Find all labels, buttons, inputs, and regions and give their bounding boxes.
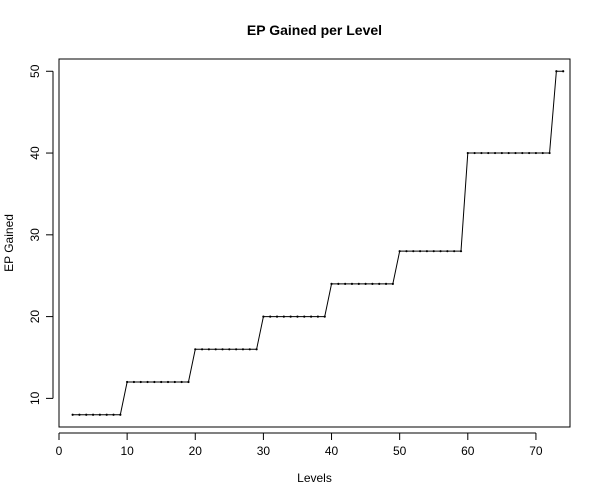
data-point xyxy=(330,282,333,285)
data-point xyxy=(160,380,163,384)
data-point xyxy=(180,380,183,384)
data-point xyxy=(493,151,497,155)
y-tick-label: 50 xyxy=(28,64,42,78)
data-point xyxy=(398,250,401,253)
data-point xyxy=(412,250,415,253)
y-axis: 10 20 30 40 50 xyxy=(28,64,54,405)
data-point xyxy=(446,250,449,253)
data-point xyxy=(507,151,510,155)
data-point xyxy=(548,151,551,155)
x-tick-label: 0 xyxy=(56,444,63,458)
data-point xyxy=(371,282,374,285)
data-point xyxy=(214,348,217,351)
data-point xyxy=(344,282,347,285)
data-point xyxy=(378,282,381,285)
data-point xyxy=(350,282,354,285)
data-point xyxy=(425,250,429,253)
plot-area-frame xyxy=(58,58,571,428)
data-point xyxy=(289,315,292,318)
data-point xyxy=(235,348,238,351)
data-point xyxy=(466,151,469,155)
data-point xyxy=(562,70,565,73)
series-line xyxy=(72,70,564,416)
data-point xyxy=(480,151,483,155)
data-point xyxy=(514,151,517,155)
data-point xyxy=(405,250,408,253)
chart-title: EP Gained per Level xyxy=(247,22,382,38)
data-point xyxy=(98,413,101,416)
data-point xyxy=(316,315,320,318)
data-point xyxy=(384,282,388,285)
data-point xyxy=(262,315,265,318)
data-point xyxy=(269,315,272,318)
data-point xyxy=(528,151,531,155)
data-point xyxy=(391,282,394,285)
data-point xyxy=(71,413,74,416)
series-layer xyxy=(71,70,565,416)
data-point xyxy=(255,348,258,351)
data-point xyxy=(275,315,279,318)
data-point xyxy=(78,413,81,416)
data-point xyxy=(166,380,170,384)
x-tick-label: 40 xyxy=(325,444,339,458)
data-point xyxy=(146,380,149,384)
data-point xyxy=(534,151,538,155)
data-point xyxy=(282,315,285,318)
data-point xyxy=(364,282,367,285)
x-axis: 0 10 20 30 40 50 60 70 xyxy=(56,432,543,458)
y-tick-label: 20 xyxy=(28,310,42,324)
data-point xyxy=(432,250,435,253)
data-point xyxy=(541,151,544,155)
data-point xyxy=(555,70,558,73)
data-point xyxy=(459,250,463,253)
x-axis-label: Levels xyxy=(297,471,332,485)
data-point xyxy=(139,380,142,384)
x-tick-label: 60 xyxy=(461,444,475,458)
data-point xyxy=(153,380,156,384)
data-point xyxy=(200,348,204,351)
data-point xyxy=(112,413,115,416)
y-axis-label: EP Gained xyxy=(2,214,16,272)
data-point xyxy=(85,413,88,416)
data-point xyxy=(132,380,136,384)
data-point xyxy=(500,151,503,155)
data-point xyxy=(126,380,129,384)
data-point xyxy=(323,315,326,318)
data-point xyxy=(521,151,524,155)
data-point xyxy=(187,380,190,384)
data-point xyxy=(241,348,245,351)
data-point xyxy=(207,348,210,351)
data-point xyxy=(296,315,299,318)
y-tick-label: 40 xyxy=(28,146,42,160)
y-tick-label: 30 xyxy=(28,228,42,242)
y-tick-label: 10 xyxy=(28,391,42,405)
data-point xyxy=(248,348,251,351)
data-point xyxy=(173,380,176,384)
x-tick-label: 10 xyxy=(120,444,134,458)
data-point xyxy=(419,250,422,253)
x-tick-label: 30 xyxy=(257,444,271,458)
x-tick-label: 20 xyxy=(189,444,203,458)
data-point xyxy=(91,413,95,416)
data-point xyxy=(303,315,306,318)
data-point xyxy=(119,413,122,416)
data-point xyxy=(105,413,108,416)
data-point xyxy=(439,250,442,253)
data-point xyxy=(453,250,456,253)
x-tick-label: 70 xyxy=(529,444,543,458)
data-point xyxy=(357,282,360,285)
data-point xyxy=(473,151,476,155)
data-point xyxy=(487,151,490,155)
data-point xyxy=(309,315,313,318)
data-point xyxy=(228,348,231,351)
data-point xyxy=(194,348,197,351)
data-point xyxy=(337,282,340,285)
data-point xyxy=(221,348,224,351)
x-tick-label: 50 xyxy=(393,444,407,458)
